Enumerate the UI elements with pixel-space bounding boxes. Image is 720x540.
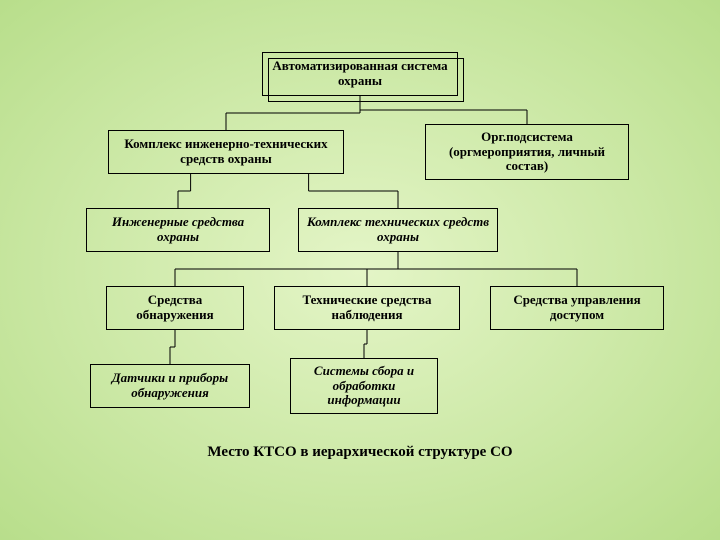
node-label: Автоматизированная система охраны <box>267 59 453 89</box>
node-label: Датчики и приборы обнаружения <box>95 371 245 401</box>
node-org: Орг.подсистема (оргмероприятия, личный с… <box>425 124 629 180</box>
node-label: Комплекс технических средств охраны <box>303 215 493 245</box>
node-label: Инженерные средства охраны <box>91 215 265 245</box>
node-label: Средства обнаружения <box>111 293 239 323</box>
node-sensors: Датчики и приборы обнаружения <box>90 364 250 408</box>
node-eng_comp: Комплекс инженерно-технических средств о… <box>108 130 344 174</box>
node-systems: Системы сбора и обработки информации <box>290 358 438 414</box>
node-label: Комплекс инженерно-технических средств о… <box>113 137 339 167</box>
node-label: Системы сбора и обработки информации <box>295 364 433 409</box>
diagram-caption: Место КТСО в иерархической структуре СО <box>150 444 570 461</box>
node-tech_comp: Комплекс технических средств охраны <box>298 208 498 252</box>
node-root: Автоматизированная система охраны <box>262 52 458 96</box>
node-label: Технические средства наблюдения <box>279 293 455 323</box>
node-surv: Технические средства наблюдения <box>274 286 460 330</box>
node-label: Средства управления доступом <box>495 293 659 323</box>
node-access: Средства управления доступом <box>490 286 664 330</box>
node-detect: Средства обнаружения <box>106 286 244 330</box>
node-eng_means: Инженерные средства охраны <box>86 208 270 252</box>
node-label: Орг.подсистема (оргмероприятия, личный с… <box>430 130 624 175</box>
